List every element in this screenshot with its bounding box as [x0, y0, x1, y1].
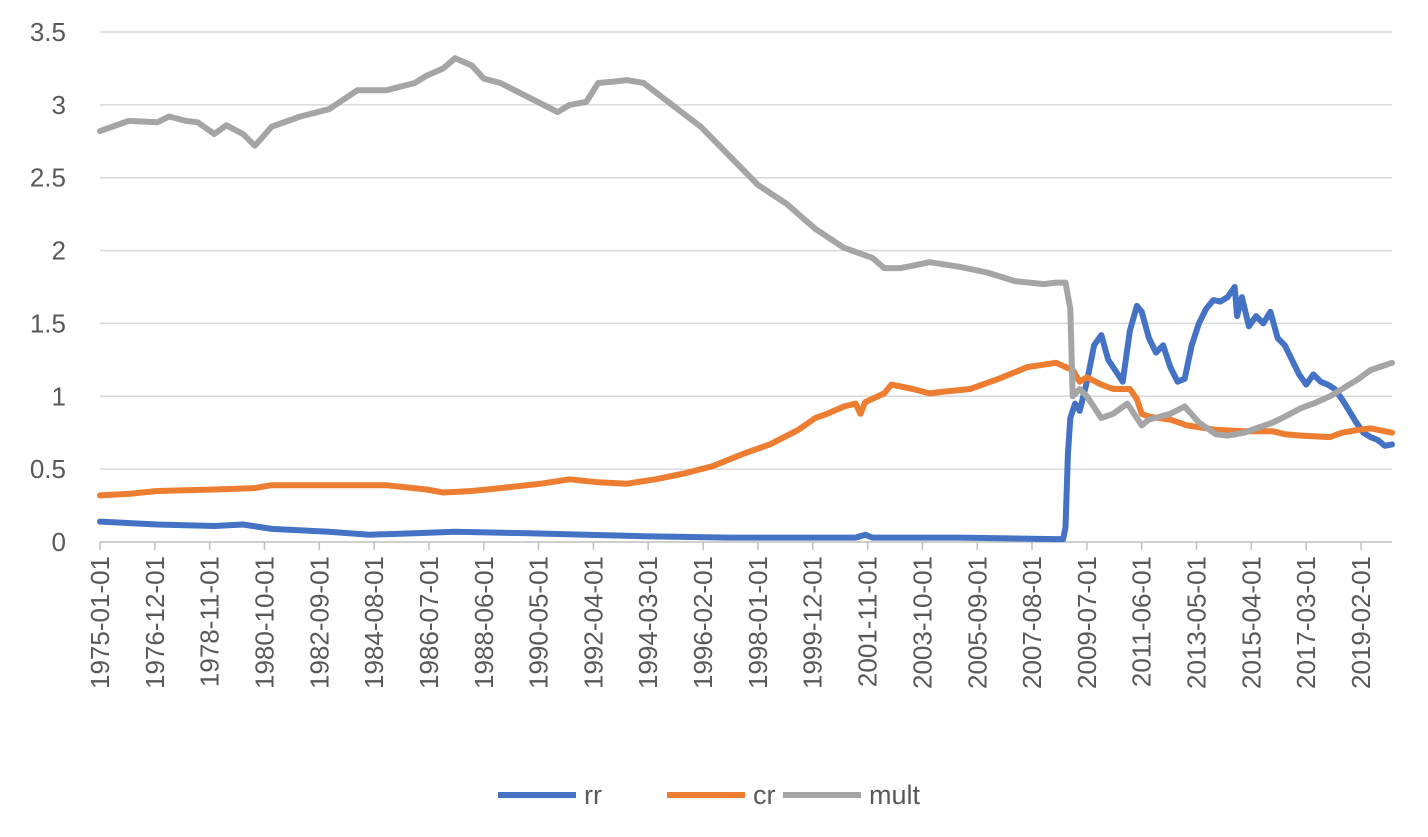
legend-label-cr: cr: [753, 780, 776, 810]
y-tick-label: 0: [52, 527, 66, 557]
x-tick-label: 1986-07-01: [414, 556, 444, 689]
y-tick-label: 0.5: [30, 454, 66, 484]
x-tick-label: 2015-04-01: [1236, 556, 1266, 689]
y-tick-label: 3: [52, 90, 66, 120]
y-tick-label: 2.5: [30, 163, 66, 193]
y-tick-label: 1.5: [30, 308, 66, 338]
x-tick-label: 1975-01-01: [85, 556, 115, 689]
x-tick-label: 2011-06-01: [1127, 556, 1157, 687]
y-tick-label: 2: [52, 236, 66, 266]
y-tick-label: 3.5: [30, 17, 66, 47]
x-tick-label: 1984-08-01: [359, 556, 389, 689]
series-line-mult: [97, 55, 1395, 439]
x-tick-label: 2019-02-01: [1346, 556, 1376, 689]
x-tick-label: 2005-09-01: [962, 556, 992, 689]
x-tick-label: 1999-12-01: [798, 556, 828, 689]
x-tick-label: 1994-03-01: [633, 556, 663, 689]
x-tick-label: 1998-01-01: [743, 556, 773, 689]
series-lines: [97, 55, 1395, 543]
series-line-rr: [97, 284, 1395, 543]
x-tick-label: 2017-03-01: [1291, 556, 1321, 689]
x-axis: 1975-01-01 1976-12-01 1978-11-01 1980-10-01…: [85, 541, 1392, 689]
y-tick-label: 1: [52, 381, 66, 411]
legend-label-mult: mult: [869, 780, 921, 810]
x-tick-label: 1992-04-01: [578, 556, 608, 689]
x-tick-label: 1990-05-01: [524, 556, 554, 689]
x-tick-label: 2007-08-01: [1017, 556, 1047, 689]
x-tick-label: 1996-02-01: [688, 556, 718, 689]
x-tick-label: 1988-06-01: [469, 556, 499, 689]
x-tick-label: 1982-09-01: [304, 556, 334, 689]
x-tick-label: 1980-10-01: [249, 556, 279, 689]
gridlines: [100, 31, 1392, 470]
legend-label-rr: rr: [584, 780, 602, 810]
x-tick-label: 2003-10-01: [907, 556, 937, 689]
series-line-cr: [97, 359, 1395, 499]
x-tick-label: 2009-07-01: [1072, 556, 1102, 689]
y-axis-tick-labels: 0 0.5 1 1.5 2 2.5 3 3.5: [30, 17, 66, 557]
x-tick-label: 1976-12-01: [140, 556, 170, 689]
legend: rr cr mult: [498, 780, 921, 810]
x-tick-label: 1978-11-01: [195, 556, 225, 687]
x-tick-label: 2013-05-01: [1182, 556, 1212, 689]
x-tick-label: 2001-11-01: [853, 556, 883, 687]
